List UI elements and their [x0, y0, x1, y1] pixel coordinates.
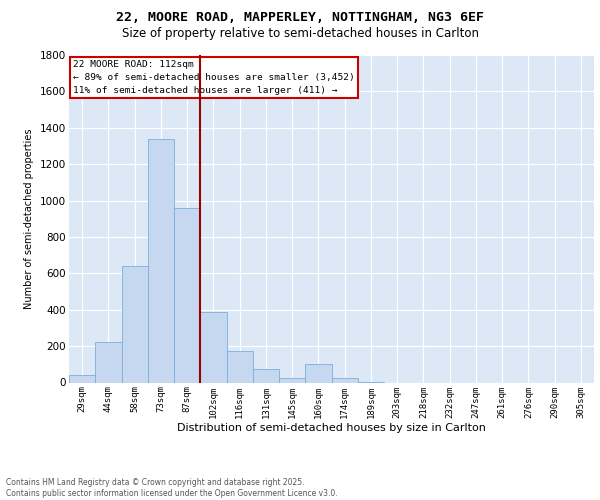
Bar [279, 378, 305, 382]
Y-axis label: Number of semi-detached properties: Number of semi-detached properties [25, 128, 34, 309]
Bar [227, 350, 253, 382]
Text: 22 MOORE ROAD: 112sqm
← 89% of semi-detached houses are smaller (3,452)
11% of s: 22 MOORE ROAD: 112sqm ← 89% of semi-deta… [73, 60, 355, 94]
Bar [305, 364, 331, 382]
Text: Contains HM Land Registry data © Crown copyright and database right 2025.
Contai: Contains HM Land Registry data © Crown c… [6, 478, 338, 498]
Bar [174, 208, 200, 382]
X-axis label: Distribution of semi-detached houses by size in Carlton: Distribution of semi-detached houses by … [177, 423, 486, 433]
Text: Size of property relative to semi-detached houses in Carlton: Size of property relative to semi-detach… [121, 28, 479, 40]
Bar [200, 312, 227, 382]
Bar [148, 138, 174, 382]
Text: 22, MOORE ROAD, MAPPERLEY, NOTTINGHAM, NG3 6EF: 22, MOORE ROAD, MAPPERLEY, NOTTINGHAM, N… [116, 11, 484, 24]
Bar [69, 375, 95, 382]
Bar [331, 378, 358, 382]
Bar [253, 369, 279, 382]
Bar [95, 342, 121, 382]
Bar [121, 266, 148, 382]
